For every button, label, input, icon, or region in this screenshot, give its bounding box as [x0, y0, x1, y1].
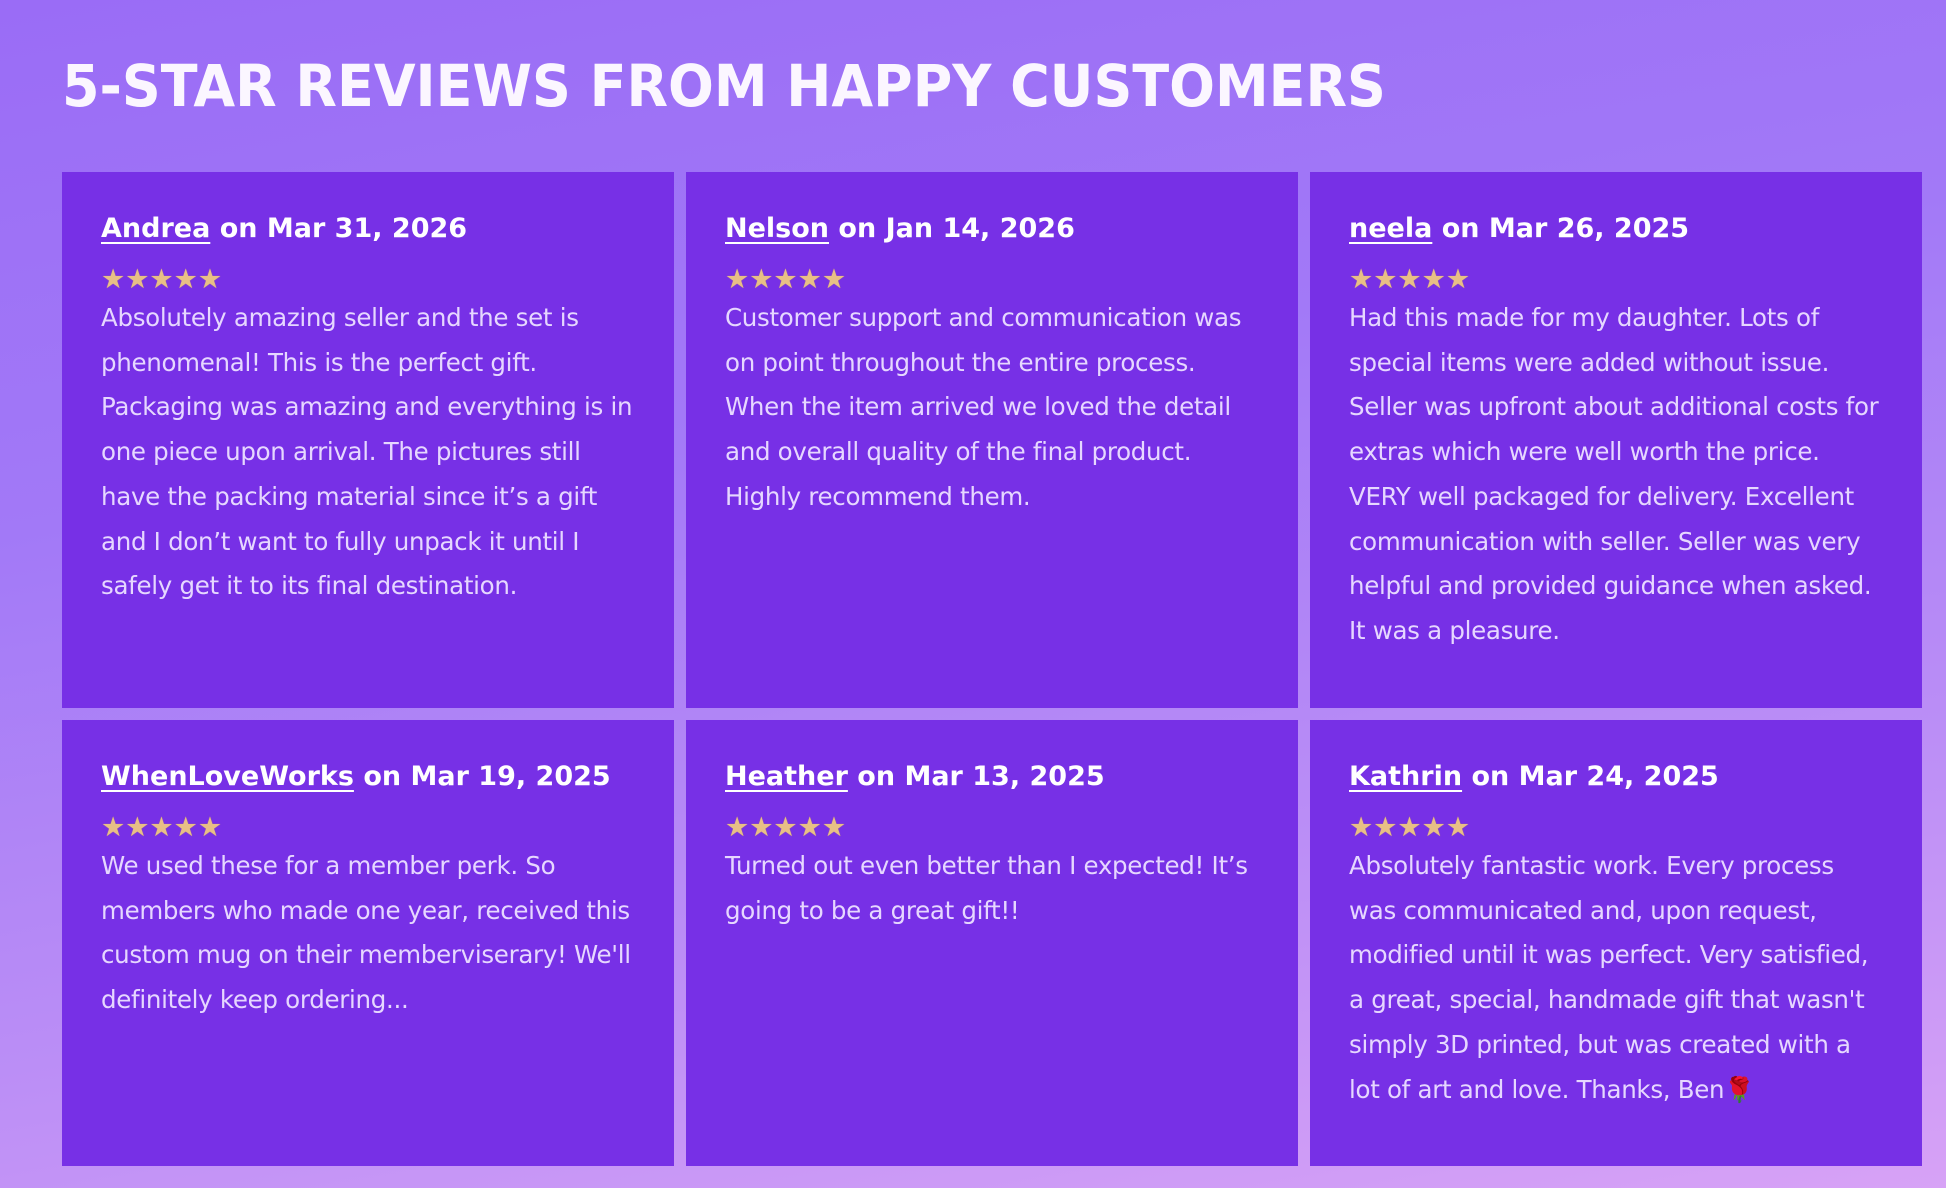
reviewer-link[interactable]: Nelson	[725, 213, 830, 244]
review-date: on Mar 19, 2025	[353, 761, 611, 792]
review-header: Nelson on Jan 14, 2026	[725, 212, 1262, 246]
reviewer-link[interactable]: Heather	[725, 761, 848, 792]
review-header: Andrea on Mar 31, 2026	[101, 212, 638, 246]
review-header: Heather on Mar 13, 2025	[725, 760, 1262, 794]
star-rating: ★★★★★	[101, 264, 223, 295]
review-date: on Jan 14, 2026	[829, 213, 1075, 244]
review-text: We used these for a member perk. So memb…	[101, 851, 631, 1015]
review-card: WhenLoveWorks on Mar 19, 2025 ★★★★★ We u…	[62, 720, 674, 1166]
review-text: Had this made for my daughter. Lots of s…	[1349, 303, 1879, 645]
star-rating: ★★★★★	[1349, 812, 1471, 843]
star-rating: ★★★★★	[101, 812, 223, 843]
star-rating: ★★★★★	[725, 812, 847, 843]
reviewer-link[interactable]: Kathrin	[1349, 761, 1463, 792]
review-date: on Mar 26, 2025	[1432, 213, 1690, 244]
review-card: neela on Mar 26, 2025 ★★★★★ Had this mad…	[1310, 172, 1922, 708]
star-rating: ★★★★★	[725, 264, 847, 295]
review-header: WhenLoveWorks on Mar 19, 2025	[101, 760, 638, 794]
review-text: Absolutely fantastic work. Every process…	[1349, 851, 1869, 1104]
reviews-grid: Andrea on Mar 31, 2026 ★★★★★ Absolutely …	[62, 172, 1922, 1166]
reviewer-link[interactable]: Andrea	[101, 213, 211, 244]
review-date: on Mar 31, 2026	[210, 213, 468, 244]
page-title: 5-STAR REVIEWS FROM HAPPY CUSTOMERS	[62, 52, 1386, 120]
review-header: neela on Mar 26, 2025	[1349, 212, 1886, 246]
review-card: Nelson on Jan 14, 2026 ★★★★★ Customer su…	[686, 172, 1298, 708]
review-text: Turned out even better than I expected! …	[725, 851, 1248, 925]
review-card: Andrea on Mar 31, 2026 ★★★★★ Absolutely …	[62, 172, 674, 708]
review-card: Kathrin on Mar 24, 2025 ★★★★★ Absolutely…	[1310, 720, 1922, 1166]
reviewer-link[interactable]: WhenLoveWorks	[101, 761, 354, 792]
review-card: Heather on Mar 13, 2025 ★★★★★ Turned out…	[686, 720, 1298, 1166]
review-date: on Mar 13, 2025	[847, 761, 1105, 792]
star-rating: ★★★★★	[1349, 264, 1471, 295]
review-header: Kathrin on Mar 24, 2025	[1349, 760, 1886, 794]
review-text: Customer support and communication was o…	[725, 303, 1242, 511]
review-text: Absolutely amazing seller and the set is…	[101, 303, 633, 601]
reviewer-link[interactable]: neela	[1349, 213, 1433, 244]
review-date: on Mar 24, 2025	[1462, 761, 1719, 792]
